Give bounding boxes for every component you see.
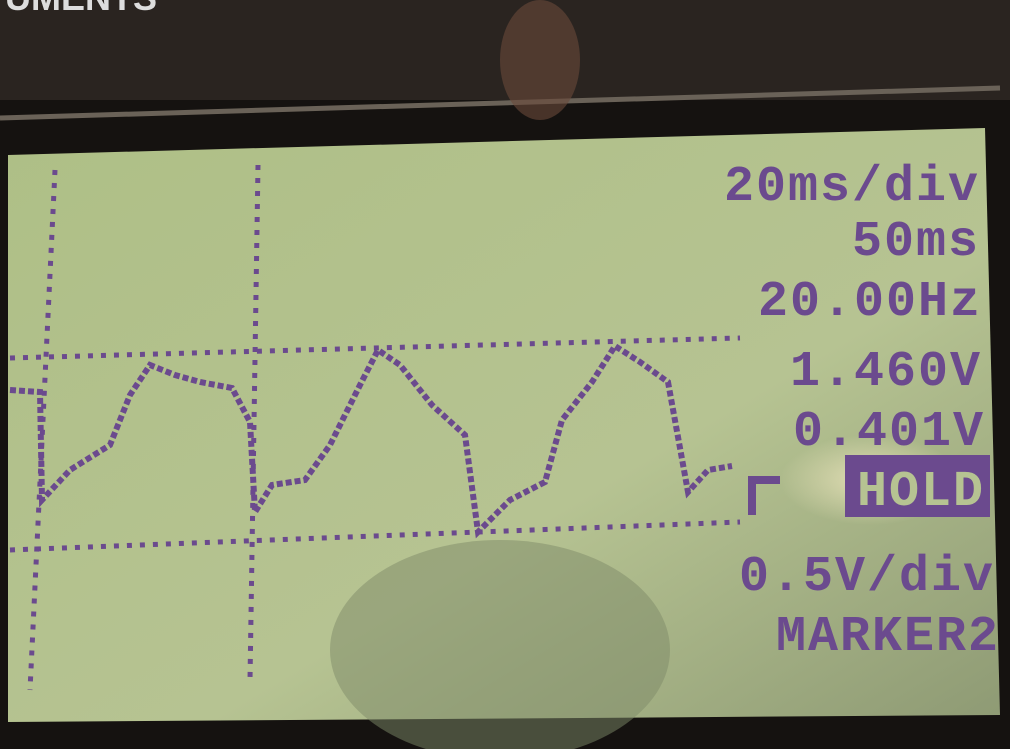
vertical-scale: 0.5V/div	[739, 549, 995, 606]
reflection	[500, 0, 580, 120]
marker2-voltage: 0.401V	[793, 404, 985, 461]
marker1-voltage: 1.460V	[790, 344, 982, 401]
brand-text: UMENTS	[5, 0, 157, 18]
time: 50ms	[852, 214, 980, 271]
lcd-screen	[8, 128, 1000, 722]
hold-box	[845, 455, 990, 517]
waveform	[9, 341, 733, 539]
marker-select: MARKER2	[776, 609, 1000, 666]
frequency: 20.00Hz	[758, 274, 982, 331]
mode: HOLD	[857, 464, 985, 521]
bezel-edge	[0, 85, 1001, 121]
trigger-icon	[748, 476, 780, 515]
shadow	[330, 540, 670, 749]
timebase: 20ms/div	[724, 159, 980, 216]
